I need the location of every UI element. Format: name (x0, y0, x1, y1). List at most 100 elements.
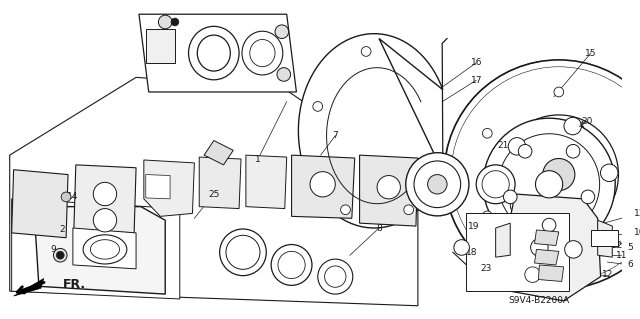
Polygon shape (598, 220, 612, 257)
Text: B-21: B-21 (593, 233, 616, 242)
Circle shape (159, 15, 172, 29)
Bar (591, 230, 618, 246)
Circle shape (499, 115, 618, 234)
Text: 22: 22 (611, 241, 623, 250)
Polygon shape (73, 228, 136, 269)
Ellipse shape (278, 251, 305, 278)
Polygon shape (139, 14, 296, 92)
Ellipse shape (271, 245, 312, 286)
Ellipse shape (242, 31, 283, 75)
Ellipse shape (428, 174, 447, 194)
Text: 1: 1 (255, 155, 260, 165)
Text: 13: 13 (634, 209, 640, 218)
Polygon shape (246, 155, 287, 209)
Circle shape (600, 164, 618, 182)
Circle shape (451, 67, 640, 282)
Text: 8: 8 (376, 224, 382, 233)
Circle shape (525, 267, 540, 282)
Text: 11: 11 (616, 251, 628, 260)
Polygon shape (34, 207, 165, 294)
Text: 6: 6 (627, 260, 632, 270)
Text: 9: 9 (51, 245, 56, 254)
Ellipse shape (482, 171, 509, 198)
Ellipse shape (414, 161, 461, 208)
Circle shape (508, 137, 525, 155)
Ellipse shape (226, 235, 260, 269)
Circle shape (275, 25, 289, 39)
Circle shape (340, 205, 350, 215)
Circle shape (313, 101, 323, 111)
Polygon shape (146, 174, 170, 199)
Circle shape (361, 47, 371, 56)
Circle shape (483, 129, 492, 138)
Text: 21: 21 (498, 141, 509, 150)
Circle shape (483, 118, 615, 250)
Circle shape (518, 145, 532, 158)
Circle shape (542, 218, 556, 232)
Polygon shape (298, 34, 443, 228)
Polygon shape (12, 170, 68, 238)
Circle shape (171, 18, 179, 26)
Ellipse shape (90, 240, 120, 259)
Text: 17: 17 (470, 76, 482, 85)
Circle shape (404, 205, 413, 215)
Circle shape (554, 252, 564, 262)
Circle shape (483, 211, 492, 221)
Ellipse shape (318, 259, 353, 294)
Text: 12: 12 (602, 270, 613, 279)
Polygon shape (12, 199, 180, 299)
Text: 2: 2 (60, 226, 65, 234)
Polygon shape (534, 230, 559, 246)
Polygon shape (360, 155, 418, 226)
Polygon shape (510, 194, 600, 301)
Polygon shape (144, 160, 195, 216)
Circle shape (61, 192, 71, 202)
Ellipse shape (220, 229, 266, 276)
Circle shape (444, 60, 640, 289)
Text: 19: 19 (468, 222, 479, 231)
Text: 3: 3 (423, 204, 429, 213)
Text: S9V4-B2200A: S9V4-B2200A (509, 296, 570, 305)
Circle shape (625, 211, 635, 221)
Circle shape (567, 213, 585, 231)
Circle shape (625, 129, 635, 138)
Circle shape (310, 172, 335, 197)
Bar (467, 213, 568, 291)
Text: 4: 4 (579, 122, 584, 130)
Ellipse shape (197, 35, 230, 71)
Ellipse shape (476, 165, 515, 204)
Circle shape (564, 117, 582, 135)
Text: 23: 23 (480, 264, 492, 273)
Ellipse shape (531, 239, 548, 256)
Polygon shape (13, 278, 44, 296)
Polygon shape (292, 155, 355, 218)
Circle shape (93, 182, 116, 206)
Ellipse shape (189, 26, 239, 80)
Circle shape (499, 134, 600, 235)
Text: 14: 14 (67, 192, 79, 201)
Text: 15: 15 (585, 48, 596, 58)
Polygon shape (534, 249, 559, 265)
Circle shape (93, 209, 116, 232)
Circle shape (554, 87, 564, 97)
Ellipse shape (250, 40, 275, 67)
Bar (146, 29, 175, 63)
Circle shape (56, 251, 64, 259)
Ellipse shape (406, 153, 469, 216)
Circle shape (504, 190, 517, 204)
Text: 16: 16 (470, 58, 482, 67)
Circle shape (54, 249, 67, 262)
Circle shape (518, 133, 600, 216)
Polygon shape (495, 223, 510, 257)
Polygon shape (538, 265, 564, 281)
Ellipse shape (564, 241, 582, 258)
Text: FR.: FR. (63, 278, 86, 291)
Text: 10: 10 (634, 228, 640, 237)
Text: 7: 7 (332, 131, 338, 140)
Circle shape (454, 240, 469, 255)
Circle shape (581, 190, 595, 204)
Text: 18: 18 (466, 248, 477, 257)
Ellipse shape (83, 235, 127, 264)
Polygon shape (74, 165, 136, 233)
Text: 25: 25 (208, 189, 220, 198)
